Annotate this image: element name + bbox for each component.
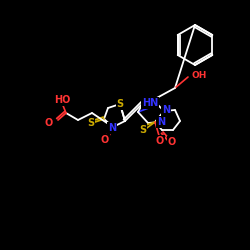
Text: HO: HO bbox=[54, 95, 70, 105]
Text: N: N bbox=[162, 105, 170, 115]
Text: N: N bbox=[162, 105, 170, 115]
Text: S: S bbox=[116, 99, 123, 109]
Text: S: S bbox=[88, 118, 94, 128]
Text: HN: HN bbox=[142, 98, 158, 108]
Text: N: N bbox=[157, 117, 165, 127]
Text: O: O bbox=[45, 118, 53, 128]
Text: O: O bbox=[156, 136, 164, 146]
Text: OH: OH bbox=[192, 72, 208, 80]
Text: S: S bbox=[140, 125, 146, 135]
Text: O: O bbox=[168, 137, 176, 147]
Text: O: O bbox=[101, 135, 109, 145]
Text: N: N bbox=[108, 123, 116, 133]
